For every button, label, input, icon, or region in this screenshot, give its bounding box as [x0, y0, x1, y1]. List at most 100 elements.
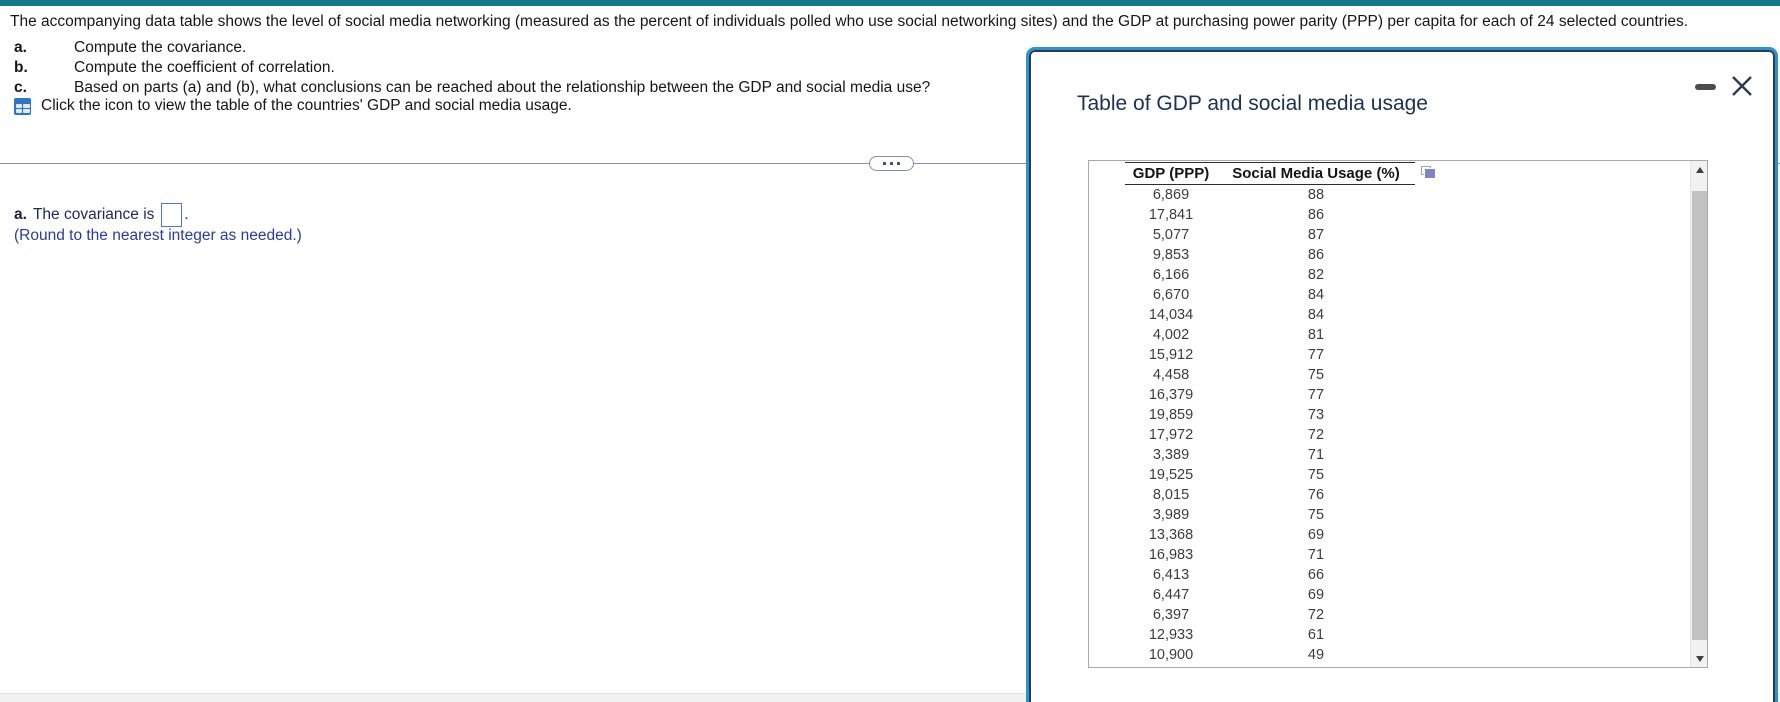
usage-cell: 81: [1307, 327, 1325, 343]
usage-cell: 82: [1307, 267, 1325, 283]
table-grid-icon-cells: [15, 103, 30, 113]
answer-line: a. The covariance is .: [14, 203, 189, 227]
scroll-up-button[interactable]: [1691, 161, 1707, 178]
table-row: 10,900 49: [1125, 645, 1415, 665]
usage-cell: 49: [1307, 647, 1325, 663]
part-c-label: c.: [14, 79, 27, 96]
minus-icon: [1694, 84, 1716, 90]
answer-prompt: The covariance is: [32, 206, 155, 223]
ellipsis-icon: [897, 162, 900, 165]
scroll-down-button[interactable]: [1691, 650, 1707, 667]
gdp-cell: 16,379: [1148, 387, 1194, 403]
answer-suffix: .: [184, 206, 189, 223]
x-icon: [1732, 76, 1752, 96]
gdp-cell: 3,989: [1152, 507, 1190, 523]
section-collapse-button[interactable]: [869, 156, 914, 171]
part-a-text: Compute the covariance.: [74, 39, 247, 56]
usage-cell: 71: [1307, 547, 1325, 563]
gdp-cell: 5,077: [1152, 227, 1190, 243]
usage-cell: 77: [1307, 347, 1325, 363]
table-row: 19,525 75: [1125, 465, 1415, 485]
gdp-cell: 15,912: [1148, 347, 1194, 363]
table-row: 6,869 88: [1125, 185, 1415, 206]
table-row: 15,912 77: [1125, 345, 1415, 365]
usage-cell: 72: [1307, 607, 1325, 623]
usage-cell: 75: [1307, 367, 1325, 383]
question-text: The accompanying data table shows the le…: [10, 13, 1689, 30]
gdp-cell: 8,015: [1152, 487, 1190, 503]
usage-cell: 84: [1307, 287, 1325, 303]
minimize-button[interactable]: [1689, 76, 1721, 98]
usage-cell: 69: [1307, 527, 1325, 543]
table-row: 16,379 77: [1125, 385, 1415, 405]
part-c: c. Based on parts (a) and (b), what conc…: [14, 78, 930, 98]
ellipsis-icon: [883, 162, 886, 165]
usage-cell: 72: [1307, 427, 1325, 443]
table-row: 14,034 84: [1125, 305, 1415, 325]
part-a: a. Compute the covariance.: [14, 38, 930, 58]
usage-cell: 86: [1307, 247, 1325, 263]
gdp-social-table: GDP (PPP) Social Media Usage (%) 6,869 88…: [1125, 162, 1415, 665]
table-row: 4,458 75: [1125, 365, 1415, 385]
usage-cell: 71: [1307, 447, 1325, 463]
scrollbar-thumb[interactable]: [1692, 191, 1707, 640]
table-grid-icon[interactable]: [14, 97, 31, 115]
gdp-cell: 9,853: [1152, 247, 1190, 263]
usage-cell: 76: [1307, 487, 1325, 503]
table-row: 5,077 87: [1125, 225, 1415, 245]
table-row: 8,015 76: [1125, 485, 1415, 505]
covariance-input[interactable]: [161, 203, 183, 227]
usage-cell: 86: [1307, 207, 1325, 223]
table-row: 3,389 71: [1125, 445, 1415, 465]
top-accent-bar: [0, 0, 1780, 6]
gdp-cell: 4,458: [1152, 367, 1190, 383]
footer-strip: [0, 693, 1780, 702]
table-dialog: Table of GDP and social media usage GDP …: [1026, 47, 1778, 702]
usage-cell: 88: [1307, 187, 1325, 203]
gdp-cell: 4,002: [1152, 327, 1190, 343]
rounding-note: (Round to the nearest integer as needed.…: [14, 227, 302, 244]
usage-cell: 87: [1307, 227, 1325, 243]
data-table-panel: GDP (PPP) Social Media Usage (%) 6,869 88…: [1088, 160, 1708, 668]
question-parts: a. Compute the covariance. b. Compute th…: [14, 38, 930, 98]
table-row: 6,397 72: [1125, 605, 1415, 625]
gdp-cell: 12,933: [1148, 627, 1194, 643]
table-row: 6,166 82: [1125, 265, 1415, 285]
dialog-title: Table of GDP and social media usage: [1077, 92, 1428, 115]
usage-cell: 66: [1307, 567, 1325, 583]
gdp-cell: 16,983: [1148, 547, 1194, 563]
table-scrollbar[interactable]: [1690, 161, 1707, 667]
table-row: 12,933 61: [1125, 625, 1415, 645]
copy-table-icon[interactable]: [1421, 166, 1436, 179]
usage-cell: 69: [1307, 587, 1325, 603]
triangle-down-icon: [1695, 655, 1704, 662]
gdp-cell: 6,413: [1152, 567, 1190, 583]
gdp-cell: 14,034: [1148, 307, 1194, 323]
gdp-cell: 19,859: [1148, 407, 1194, 423]
gdp-cell: 6,166: [1152, 267, 1190, 283]
gdp-cell: 19,525: [1148, 467, 1194, 483]
gdp-cell: 17,972: [1148, 427, 1194, 443]
table-body: 6,869 88 17,841 86 5,077 87 9,853 86 6,166 82 6,67…: [1125, 185, 1415, 666]
usage-cell: 61: [1307, 627, 1325, 643]
usage-cell: 75: [1307, 467, 1325, 483]
gdp-cell: 6,447: [1152, 587, 1190, 603]
ellipsis-icon: [890, 162, 893, 165]
part-a-label: a.: [14, 39, 27, 56]
gdp-cell: 17,841: [1148, 207, 1194, 223]
table-row: 19,859 73: [1125, 405, 1415, 425]
usage-cell: 77: [1307, 387, 1325, 403]
table-row: 17,841 86: [1125, 205, 1415, 225]
gdp-cell: 10,900: [1148, 647, 1194, 663]
part-c-text: Based on parts (a) and (b), what conclus…: [74, 79, 931, 96]
part-b-text: Compute the coefficient of correlation.: [74, 59, 335, 76]
usage-cell: 84: [1307, 307, 1325, 323]
table-header-row: GDP (PPP) Social Media Usage (%): [1125, 162, 1415, 185]
part-b: b. Compute the coefficient of correlatio…: [14, 58, 930, 78]
table-row: 4,002 81: [1125, 325, 1415, 345]
gdp-cell: 13,368: [1148, 527, 1194, 543]
close-button[interactable]: [1725, 68, 1759, 104]
header-social-media-usage: Social Media Usage (%): [1217, 162, 1415, 185]
usage-cell: 75: [1307, 507, 1325, 523]
